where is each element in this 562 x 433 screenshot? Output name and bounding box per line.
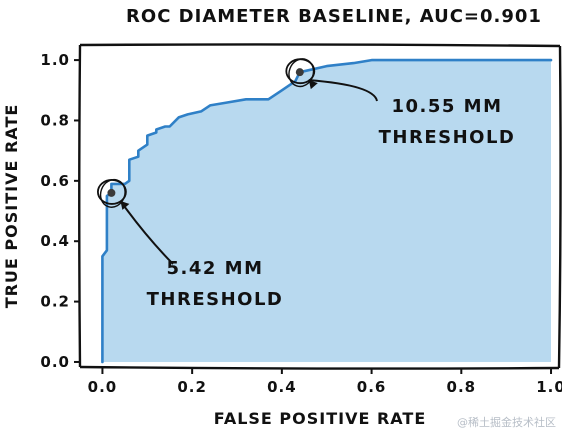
threshold-marker <box>295 68 304 77</box>
x-tick-label: 0.8 <box>447 378 477 396</box>
annotation-arrow <box>119 200 174 265</box>
annotation-text: 10.55 MM <box>391 96 502 117</box>
annotation-arrowhead <box>308 80 318 90</box>
y-tick-label: 0.0 <box>40 353 70 371</box>
x-tick-label: 0.2 <box>177 378 207 396</box>
annotation-circle-scribble <box>288 58 315 88</box>
y-tick-label: 1.0 <box>40 51 70 69</box>
threshold-marker <box>107 188 116 197</box>
roc-area-fill <box>102 60 552 362</box>
annotation-arrow <box>308 79 378 102</box>
y-tick-label: 0.2 <box>40 293 70 311</box>
x-axis-label: FALSE POSITIVE RATE <box>214 409 427 428</box>
annotation-text: THRESHOLD <box>147 289 284 310</box>
annotation-text: THRESHOLD <box>379 127 516 148</box>
y-axis-label: TRUE POSITIVE RATE <box>2 104 21 309</box>
plot-frame-left <box>78 44 82 368</box>
watermark: @稀土掘金技术社区 <box>457 415 556 429</box>
x-tick-label: 0.4 <box>267 378 297 396</box>
x-tick-label: 0.0 <box>88 378 118 396</box>
y-tick-label: 0.6 <box>40 172 70 190</box>
annotation-arrowhead <box>120 200 130 210</box>
x-tick-label: 0.6 <box>357 378 387 396</box>
plot-frame-right <box>557 45 562 369</box>
y-tick-label: 0.4 <box>40 232 70 250</box>
y-tick-label: 0.8 <box>40 111 70 129</box>
annotation-text: 5.42 MM <box>166 258 263 279</box>
chart-title: ROC DIAMETER BASELINE, AUC=0.901 <box>126 6 542 27</box>
x-tick-label: 1.0 <box>536 378 562 396</box>
plot-frame-top <box>79 43 561 48</box>
annotation-circle-scribble <box>99 178 126 208</box>
roc-curve-line <box>101 58 553 364</box>
plot-frame-bottom <box>79 365 560 370</box>
